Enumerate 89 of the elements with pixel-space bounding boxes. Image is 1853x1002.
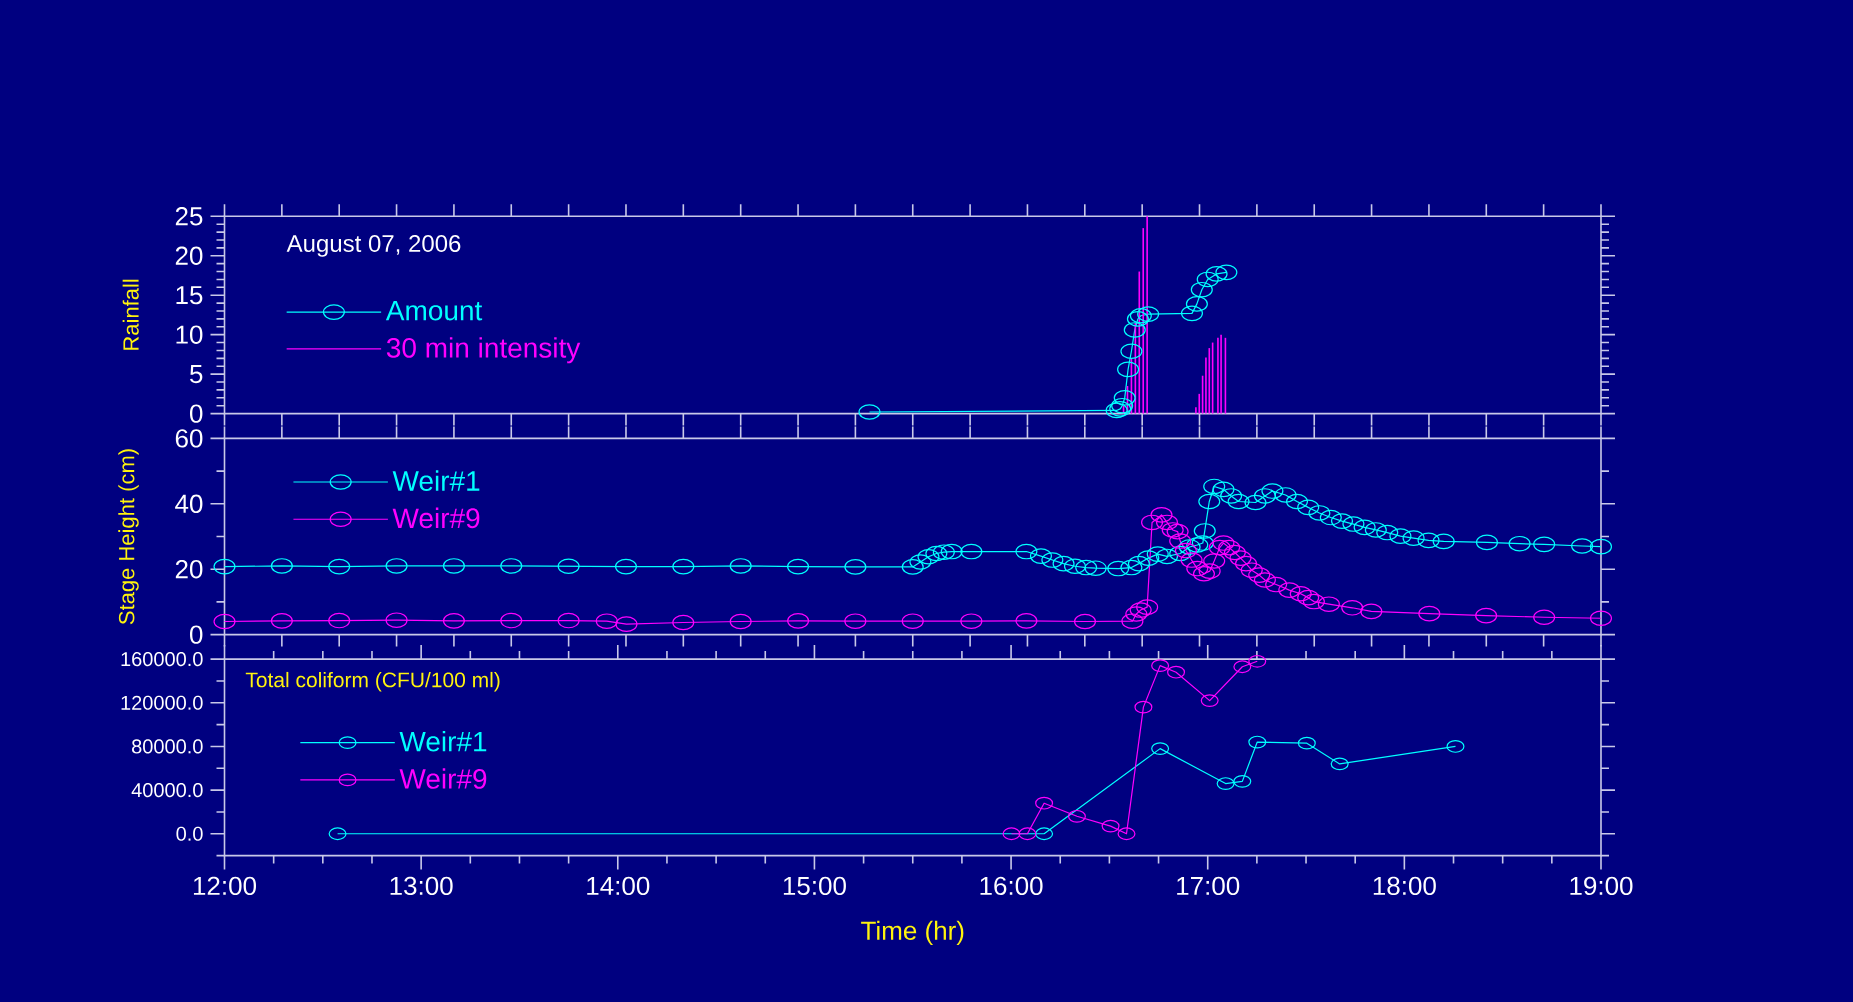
point xyxy=(1297,736,1316,750)
y-tick-label: 25 xyxy=(175,207,203,226)
point xyxy=(1533,609,1556,626)
x-tick-label: 13:00 xyxy=(390,876,453,896)
y-axis-title: Rainfall xyxy=(122,279,139,350)
x-tick-label: 12:00 xyxy=(193,876,257,896)
x-tick-label: 16:00 xyxy=(980,876,1043,896)
point xyxy=(1035,827,1054,841)
point xyxy=(1117,827,1136,841)
y-tick-label: 15 xyxy=(176,286,203,305)
point xyxy=(1192,565,1216,582)
point xyxy=(213,613,236,630)
legend-label: Weir#9 xyxy=(392,507,480,529)
point xyxy=(385,612,408,629)
point xyxy=(1186,560,1209,577)
y-tick-label: 0.0 xyxy=(176,826,203,841)
point xyxy=(1174,542,1197,559)
y-tick-label: 60 xyxy=(175,429,203,448)
point xyxy=(1111,397,1134,414)
point xyxy=(1002,827,1021,841)
point xyxy=(1302,593,1325,610)
point xyxy=(328,612,351,629)
point xyxy=(1235,555,1258,572)
x-axis-title: Time (hr) xyxy=(861,920,964,946)
point xyxy=(1117,361,1140,378)
legend-label: Weir#9 xyxy=(399,768,487,789)
y-axis-title: Stage Height (cm) xyxy=(118,449,139,625)
point xyxy=(1105,402,1128,419)
point xyxy=(1223,544,1246,561)
point xyxy=(1589,610,1613,627)
y-tick-label: 10 xyxy=(176,325,203,344)
point xyxy=(1418,605,1441,622)
point xyxy=(1067,809,1086,823)
point xyxy=(1180,305,1204,322)
legend-label: 30 min intensity xyxy=(386,337,581,364)
x-tick-label: 18:00 xyxy=(1373,876,1436,896)
point xyxy=(1218,539,1241,556)
point xyxy=(1166,523,1189,540)
annotation: August 07, 2006 xyxy=(286,235,461,257)
legend-label: Weir#1 xyxy=(399,730,487,752)
point xyxy=(500,612,523,629)
point xyxy=(1035,796,1054,810)
point xyxy=(1265,576,1288,593)
point xyxy=(672,614,695,631)
x-tick-label: 17:00 xyxy=(1177,876,1240,896)
y-tick-label: 40000.0 xyxy=(131,783,203,798)
point xyxy=(1151,659,1170,673)
point xyxy=(1134,700,1153,714)
point xyxy=(1297,589,1320,606)
y-tick-label: 0 xyxy=(189,625,203,644)
point xyxy=(1208,539,1231,556)
y-tick-label: 120000.0 xyxy=(121,695,203,710)
point xyxy=(1101,819,1120,833)
point xyxy=(1330,757,1349,771)
point xyxy=(1141,514,1164,531)
point xyxy=(1341,599,1364,616)
y-tick-label: 40 xyxy=(175,494,203,513)
point xyxy=(1167,665,1186,679)
point xyxy=(1018,827,1037,841)
x-tick-label: 19:00 xyxy=(1570,876,1633,896)
point xyxy=(1233,660,1252,674)
point xyxy=(1155,514,1179,531)
y-tick-label: 80000.0 xyxy=(132,739,203,754)
point xyxy=(1190,281,1213,298)
point xyxy=(1248,735,1267,749)
x-tick-label: 14:00 xyxy=(587,876,650,896)
point xyxy=(1196,271,1219,288)
y-tick-label: 5 xyxy=(190,365,203,384)
point xyxy=(557,612,580,629)
point xyxy=(1120,343,1143,360)
x-tick-label: 15:00 xyxy=(783,876,846,896)
point xyxy=(1129,307,1152,324)
point xyxy=(1151,742,1170,756)
point xyxy=(1215,264,1238,281)
point xyxy=(1248,654,1267,668)
point xyxy=(1233,774,1252,788)
legend-label: Weir#1 xyxy=(392,470,480,491)
point xyxy=(1360,603,1383,620)
y-axis-title: Total coliform (CFU/100 ml) xyxy=(245,671,500,692)
y-tick-label: 160000.0 xyxy=(121,652,203,667)
point xyxy=(729,613,752,630)
point xyxy=(328,827,347,841)
y-tick-label: 0 xyxy=(189,404,203,423)
point xyxy=(1475,607,1498,624)
y-tick-label: 20 xyxy=(175,559,203,579)
point xyxy=(1073,613,1097,630)
point xyxy=(1289,585,1312,602)
y-tick-label: 20 xyxy=(175,246,203,265)
legend-label: Amount xyxy=(385,300,483,321)
